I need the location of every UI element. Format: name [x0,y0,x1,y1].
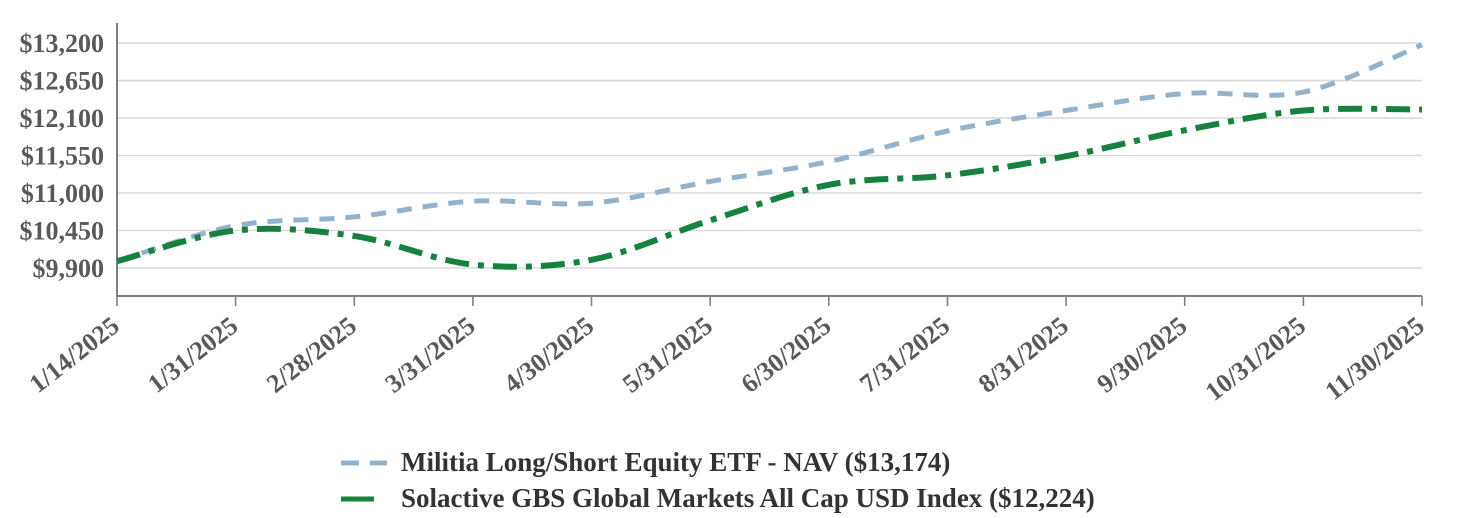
y-tick-label: $11,550 [21,142,104,171]
x-tick-label: 6/30/2025 [736,311,837,399]
legend-label-index: Solactive GBS Global Markets All Cap USD… [401,483,1095,513]
x-tick-label: 3/31/2025 [380,311,481,399]
chart-canvas: 1/14/2025 1/31/2025 2/28/2025 3/31/2025 4/30… [20,23,1430,407]
legend-item-index: Solactive GBS Global Markets All Cap USD… [340,483,1095,514]
x-tick-label: 1/14/2025 [24,311,125,399]
legend-label-nav: Militia Long/Short Equity ETF - NAV ($13… [401,447,951,477]
x-tick-label: 9/30/2025 [1091,311,1192,399]
nav-dashed-line-icon [341,460,387,465]
chart-legend: Militia Long/Short Equity ETF - NAV ($13… [340,447,1095,514]
y-tick-label: $10,450 [20,217,105,246]
y-tick-label: $12,100 [20,104,105,133]
x-tick-label: 2/28/2025 [261,311,362,399]
legend-item-nav: Militia Long/Short Equity ETF - NAV ($13… [340,447,1095,478]
x-tick-label: 11/30/2025 [1320,311,1430,406]
x-tick-label: 1/31/2025 [142,311,243,399]
series-line-0 [116,42,1423,264]
y-tick-label: $13,200 [20,29,105,58]
y-tick-label: $9,900 [33,254,105,283]
x-tick-label: 10/31/2025 [1200,311,1311,407]
y-tick-label: $12,650 [20,67,105,96]
x-tick-label: 8/31/2025 [973,311,1074,399]
series-line-1 [116,105,1423,270]
x-tick-label: 7/31/2025 [854,311,955,399]
y-tick-label: $11,000 [21,179,104,208]
performance-line-chart: 1/14/2025 1/31/2025 2/28/2025 3/31/2025 4/30… [20,23,1430,407]
x-tick-label: 5/31/2025 [617,311,718,399]
x-tick-label: 4/30/2025 [498,311,599,399]
index-solid-line-icon [341,496,374,501]
